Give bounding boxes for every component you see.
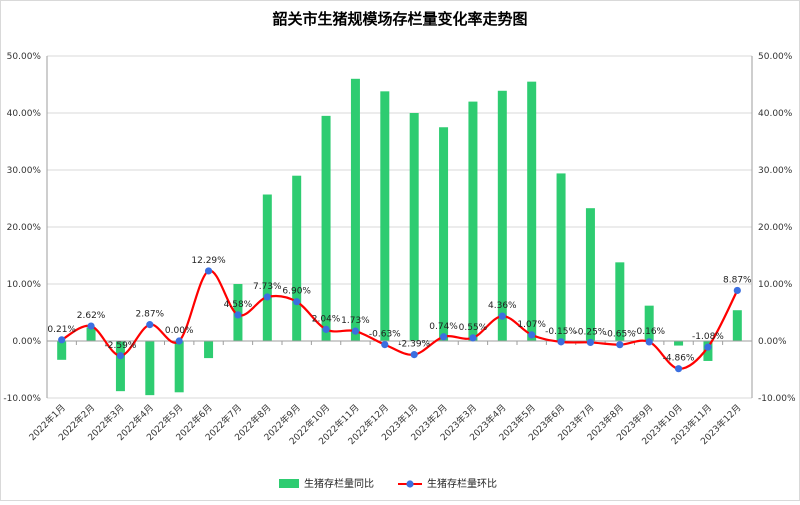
y-right-tick-label: -10.00% (758, 394, 796, 404)
data-label: 2.62% (77, 311, 106, 321)
line-point (58, 336, 66, 344)
line-point (146, 321, 154, 329)
bar (439, 127, 449, 341)
line-point (322, 325, 330, 333)
data-label: 0.21% (47, 325, 76, 335)
bar (321, 115, 331, 341)
data-labels: 0.21%2.62% -2.59% 2.87%0.00% 12.29% 4.58%7.7… (47, 256, 752, 364)
y-left-tick-label: -10.00% (3, 394, 41, 404)
legend-label-bar: 生猪存栏量同比 (304, 477, 374, 490)
y-left-tick-label: 50.00% (7, 52, 42, 62)
bar (380, 91, 390, 341)
y-left-tick-label: 20.00% (7, 223, 42, 233)
data-label: -0.65% (604, 330, 636, 340)
line-point (704, 343, 712, 351)
line-series (58, 267, 741, 373)
bar (615, 262, 625, 341)
bar (262, 194, 272, 341)
bar (585, 208, 595, 341)
data-label: 0.00% (165, 326, 194, 336)
data-label: -2.59% (105, 341, 137, 351)
data-label: 4.58% (224, 300, 253, 310)
line-point (616, 341, 624, 349)
line-point (234, 311, 242, 319)
line-point (469, 334, 477, 342)
bar (674, 341, 684, 346)
data-label: 4.36% (488, 301, 517, 311)
y-right-tick-label: 20.00% (758, 223, 793, 233)
line-point (586, 338, 595, 347)
line-point (204, 267, 213, 275)
bar (86, 327, 96, 341)
data-label: 2.87% (136, 310, 165, 320)
bar (204, 341, 214, 359)
bar (497, 90, 507, 342)
bar (644, 305, 654, 341)
y-right-tick-label: 30.00% (758, 166, 793, 176)
line-point (410, 351, 418, 359)
data-label: -0.15% (545, 327, 577, 337)
data-label: -4.86% (663, 354, 695, 364)
bar (350, 78, 360, 342)
y-right-tick-label: 50.00% (758, 52, 793, 62)
line-point (87, 322, 95, 330)
bar (527, 81, 537, 342)
data-label: -0.63% (369, 330, 401, 340)
bar (145, 341, 155, 396)
line-point (498, 312, 506, 320)
bar (703, 341, 713, 361)
line-point (674, 365, 683, 373)
line-point (645, 338, 653, 346)
line-point (263, 293, 271, 301)
y-left-tick-label: 30.00% (7, 166, 42, 176)
bar (468, 101, 478, 341)
data-label: -0.25% (575, 327, 607, 337)
line-point (116, 352, 125, 360)
data-label: -0.16% (633, 327, 665, 337)
bar (57, 341, 67, 360)
data-label: -1.08% (692, 332, 724, 342)
legend-swatch-bar (279, 479, 299, 488)
y-right-tick-label: 10.00% (758, 280, 793, 290)
line-point (528, 331, 536, 339)
line-point (175, 337, 183, 345)
data-label: 6.90% (282, 287, 311, 297)
data-label: 12.29% (191, 256, 226, 266)
legend: 生猪存栏量同比 生猪存栏量环比 (279, 477, 497, 490)
line-point (733, 286, 741, 295)
chart-title: 韶关市生猪规模场存栏量变化率走势图 (272, 10, 527, 28)
y-right-tick-label: 0.00% (758, 337, 787, 347)
legend-swatch-marker (406, 480, 414, 488)
line-point (293, 298, 301, 306)
data-label: 8.87% (723, 275, 752, 285)
bar (292, 175, 302, 341)
data-label: 0.55% (459, 323, 488, 333)
bar (174, 341, 184, 393)
line-point (557, 338, 565, 346)
data-label: -2.39% (398, 340, 430, 350)
line-point (381, 340, 389, 349)
y-left-tick-label: 0.00% (12, 337, 41, 347)
bar (115, 341, 125, 392)
bar (409, 113, 419, 341)
y-left-tick-label: 10.00% (7, 280, 42, 290)
data-label: 7.73% (253, 282, 282, 292)
bar (732, 310, 742, 341)
y-left-tick-label: 40.00% (7, 109, 42, 119)
data-label: 0.74% (429, 322, 458, 332)
y-right-tick-label: 40.00% (758, 109, 793, 119)
bar (556, 173, 566, 341)
line-point (351, 327, 360, 335)
data-label: 1.73% (341, 316, 370, 326)
data-label: 1.07% (517, 320, 546, 330)
line-point (439, 333, 448, 341)
data-label: 2.04% (312, 314, 341, 324)
legend-label-line: 生猪存栏量环比 (427, 477, 497, 490)
